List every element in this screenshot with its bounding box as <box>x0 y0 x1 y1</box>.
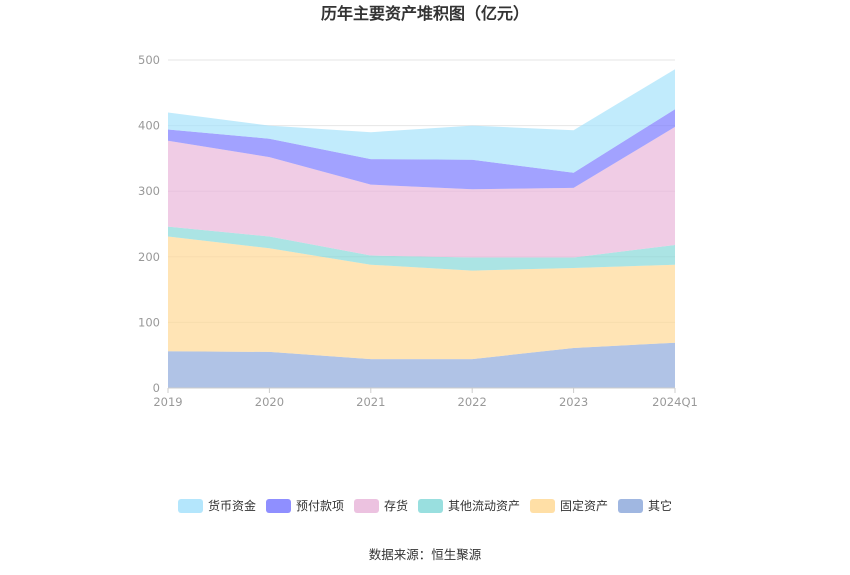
x-tick-label: 2022 <box>458 395 487 409</box>
legend-swatch <box>418 499 443 513</box>
legend[interactable]: 货币资金 预付款项 存货 其他流动资产 固定资产 其它 <box>178 498 672 513</box>
y-tick-label: 200 <box>138 250 160 264</box>
legend-swatch <box>618 499 643 513</box>
x-tick-label: 2023 <box>559 395 588 409</box>
legend-item[interactable]: 其他流动资产 <box>418 499 520 513</box>
y-tick-label: 300 <box>138 184 160 198</box>
area-series-5[interactable] <box>168 69 675 173</box>
legend-label: 其它 <box>648 498 672 513</box>
legend-swatch <box>266 499 291 513</box>
legend-label: 其他流动资产 <box>448 499 520 513</box>
data-source-text: 数据来源：恒生聚源 <box>369 547 482 562</box>
legend-item[interactable]: 货币资金 <box>178 498 256 513</box>
x-tick-label: 2024Q1 <box>652 395 698 409</box>
area-series-2[interactable] <box>168 226 675 271</box>
legend-label: 存货 <box>384 498 408 513</box>
legend-item[interactable]: 其它 <box>618 498 672 513</box>
legend-item[interactable]: 固定资产 <box>530 498 608 513</box>
y-tick-label: 100 <box>138 315 160 329</box>
chart-title: 历年主要资产堆积图（亿元） <box>321 4 529 23</box>
area-series-1[interactable] <box>168 236 675 360</box>
legend-label: 固定资产 <box>560 498 608 513</box>
y-tick-label: 500 <box>138 53 160 67</box>
x-tick-label: 2021 <box>356 395 385 409</box>
legend-swatch <box>178 499 203 513</box>
area-series <box>168 69 675 388</box>
legend-swatch <box>530 499 555 513</box>
y-tick-label: 400 <box>138 119 160 133</box>
area-series-0[interactable] <box>168 342 675 388</box>
legend-item[interactable]: 预付款项 <box>266 499 344 513</box>
legend-swatch <box>354 499 379 513</box>
area-series-4[interactable] <box>168 109 675 190</box>
legend-item[interactable]: 存货 <box>354 498 408 513</box>
y-tick-label: 0 <box>153 381 160 395</box>
x-tick-label: 2020 <box>255 395 284 409</box>
x-tick-label: 2019 <box>153 395 182 409</box>
legend-label: 预付款项 <box>296 499 344 513</box>
axes: 0 100 200 300 400 500 2019 2020 2021 2022 2023 2024… <box>138 53 698 409</box>
legend-label: 货币资金 <box>208 498 256 513</box>
area-series-3[interactable] <box>168 126 675 258</box>
